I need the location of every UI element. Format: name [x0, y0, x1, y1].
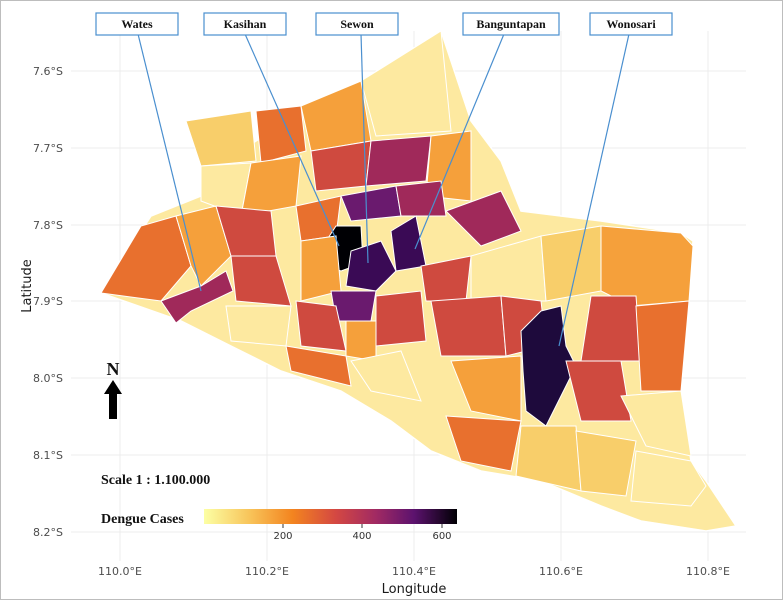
district-sleman-8	[395, 180, 447, 217]
north-label: N	[107, 359, 120, 379]
district-gk-13	[575, 430, 637, 497]
callout-label: Banguntapan	[476, 17, 546, 31]
district-gk-12	[515, 425, 582, 492]
north-arrow: N	[104, 359, 122, 419]
y-tick: 8.1°S	[33, 449, 63, 462]
district-sleman-2	[360, 30, 452, 137]
x-axis: 110.0°E 110.2°E 110.4°E 110.6°E 110.8°E …	[98, 565, 730, 597]
district-polygons	[100, 30, 707, 507]
y-axis: 7.6°S 7.7°S 7.8°S 7.9°S 8.0°S 8.1°S 8.2°…	[20, 65, 63, 539]
district-gk-4	[430, 295, 507, 357]
x-tick: 110.6°E	[539, 565, 583, 578]
y-tick: 8.0°S	[33, 372, 63, 385]
district-sleman-1	[300, 80, 372, 152]
district-sleman-4	[365, 135, 432, 187]
district-sleman-9	[445, 190, 522, 247]
district-bantul-4	[345, 320, 377, 362]
callout-wates: Wates	[95, 12, 179, 36]
district-bantul-8	[350, 350, 422, 402]
callout-kasihan: Kasihan	[203, 12, 287, 36]
legend-title: Dengue Cases	[101, 512, 184, 527]
district-west-3	[185, 110, 257, 167]
callout-label: Kasihan	[224, 17, 267, 31]
callout-sewon: Sewon	[315, 12, 399, 36]
district-gk-6	[580, 295, 642, 362]
y-tick: 7.6°S	[33, 65, 63, 78]
district-gk-9	[565, 360, 632, 422]
callout-banguntapan: Banguntapan	[462, 12, 560, 36]
district-gk-14	[630, 450, 707, 507]
district-bantul-7	[285, 345, 352, 387]
legend-tick: 200	[273, 531, 292, 542]
x-tick: 110.2°E	[245, 565, 289, 578]
callout-lines	[137, 33, 630, 347]
y-tick: 7.9°S	[33, 295, 63, 308]
district-west-2	[175, 205, 232, 287]
north-arrow-icon	[104, 380, 122, 419]
district-gk-3	[600, 225, 694, 307]
district-gk-2	[540, 225, 602, 302]
x-tick: 110.4°E	[392, 565, 436, 578]
district-gk-11	[445, 415, 522, 472]
district-west-4	[255, 105, 307, 164]
legend-tick: 600	[432, 531, 451, 542]
district-wates	[160, 270, 234, 324]
x-axis-title: Longitude	[382, 582, 447, 597]
callout-label: Wates	[121, 17, 153, 31]
callout-label: Sewon	[340, 17, 374, 31]
district-bantul-5	[375, 290, 427, 347]
district-gk-7	[635, 300, 690, 392]
legend-tick: 400	[352, 531, 371, 542]
y-tick: 7.7°S	[33, 142, 63, 155]
district-wonosari	[520, 305, 577, 427]
x-tick: 110.0°E	[98, 565, 142, 578]
callout-label: Wonosari	[606, 17, 656, 31]
callout-wonosari: Wonosari	[589, 12, 673, 36]
legend-colorbar	[204, 509, 457, 524]
district-west-9	[225, 305, 292, 347]
y-axis-title: Latitude	[20, 259, 35, 313]
district-sewon	[345, 240, 397, 292]
scale-label: Scale 1 : 1.100.000	[101, 473, 210, 488]
y-tick: 7.8°S	[33, 219, 63, 232]
x-tick: 110.8°E	[686, 565, 730, 578]
legend: Dengue Cases 200 400 600	[101, 509, 457, 542]
district-gk-10	[620, 390, 692, 457]
y-tick: 8.2°S	[33, 526, 63, 539]
